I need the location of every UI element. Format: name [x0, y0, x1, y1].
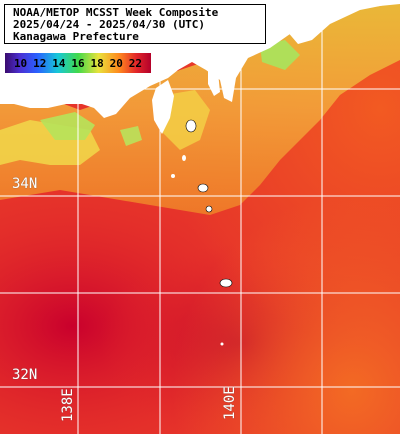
- legend-tick-16: 16: [71, 56, 85, 70]
- color-scale-legend: 10 12 14 16 18 20 22: [4, 52, 152, 74]
- legend-tick-20: 20: [109, 56, 123, 70]
- green-patch-west: [40, 112, 95, 140]
- legend-tick-18: 18: [90, 56, 104, 70]
- island-aogashima: [220, 342, 224, 346]
- island-niijima: [171, 174, 175, 178]
- legend-tick-22: 22: [128, 56, 143, 70]
- land-izu-peninsula: [152, 80, 174, 134]
- title-box: NOAA/METOP MCSST Week Composite 2025/04/…: [4, 4, 266, 44]
- island-outlines: [185, 119, 233, 288]
- land-boso: [268, 0, 400, 44]
- title-line-1: NOAA/METOP MCSST Week Composite: [13, 6, 219, 19]
- lat-label-32n: 32N: [12, 367, 38, 383]
- island-toshima: [182, 155, 186, 161]
- legend-tick-10: 10: [13, 56, 28, 70]
- lat-label-34n: 34N: [12, 176, 38, 192]
- lon-label-140e: 140E: [222, 386, 238, 420]
- island-kozushima: [198, 184, 208, 192]
- legend-tick-12: 12: [33, 56, 47, 70]
- island-hachijojima: [220, 279, 232, 287]
- island-miyakejima: [206, 206, 212, 212]
- title-line-2: 2025/04/24 - 2025/04/30 (UTC): [13, 18, 206, 31]
- green-patch-small: [120, 126, 142, 146]
- island-oshima: [186, 120, 196, 132]
- bay-yellow-patch: [160, 90, 210, 150]
- title-line-3: Kanagawa Prefecture: [13, 30, 139, 43]
- lon-label-138e: 138E: [60, 388, 76, 422]
- legend-tick-14: 14: [52, 56, 66, 70]
